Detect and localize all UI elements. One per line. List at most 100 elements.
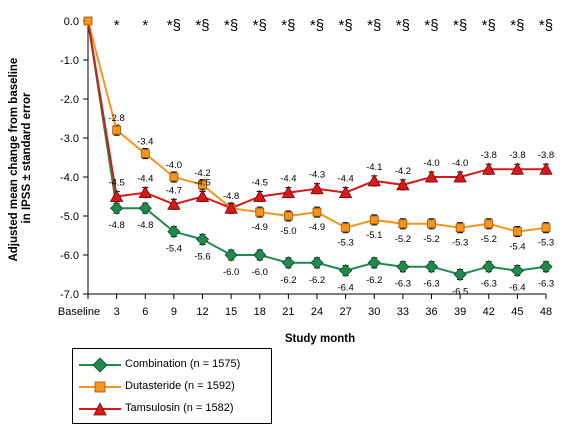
data-label: -5.2 <box>395 234 411 245</box>
marker-combination <box>138 201 152 215</box>
significance-marker: *§ <box>224 17 238 34</box>
y-axis-title: Adjusted mean change from baseline in IP… <box>8 54 33 261</box>
data-label: -4.1 <box>366 162 382 173</box>
marker-combination <box>424 260 439 274</box>
legend-item-tamsulosin: Tamsulosin (n = 1582) <box>73 399 271 419</box>
data-label: -6.0 <box>223 267 239 278</box>
marker-tamsulosin <box>195 189 210 202</box>
y-tick-label: -1.0 <box>60 55 79 67</box>
data-label: -4.8 <box>137 220 153 231</box>
data-label: -4.7 <box>166 185 182 196</box>
data-label: -6.2 <box>280 275 296 286</box>
marker-combination <box>453 267 467 282</box>
marker-tamsulosin <box>167 197 181 210</box>
marker-dutasteride <box>255 207 265 217</box>
significance-marker: *§ <box>310 17 324 34</box>
marker-dutasteride <box>112 125 122 135</box>
data-label: -4.9 <box>252 222 268 233</box>
x-tick-label: 15 <box>225 306 237 318</box>
data-label: -4.2 <box>194 168 210 179</box>
significance-marker: *§ <box>195 17 209 34</box>
legend-label-combination: Combination (n = 1575) <box>125 358 241 370</box>
marker-combination <box>396 260 410 274</box>
x-tick-label: 27 <box>340 306 352 318</box>
significance-marker: *§ <box>482 17 496 34</box>
y-axis-title-line1: Adjusted mean change from baseline <box>8 58 20 262</box>
marker-tamsulosin <box>482 162 496 175</box>
significance-marker: *§ <box>253 17 267 34</box>
marker-tamsulosin <box>510 162 525 175</box>
x-tick-label: 39 <box>454 306 466 318</box>
marker-combination <box>167 225 181 239</box>
data-label: -6.4 <box>509 283 525 294</box>
x-tick-label: 6 <box>142 306 148 318</box>
significance-marker: *§ <box>510 17 524 34</box>
marker-dutasteride <box>398 219 408 229</box>
data-label: -5.6 <box>194 251 210 262</box>
y-axis-title-line2: in IPSS ± standard error <box>21 92 33 223</box>
x-tick-label: 24 <box>311 306 323 318</box>
marker-combination <box>110 201 124 215</box>
x-tick-label: 12 <box>196 306 208 318</box>
significance-marker: *§ <box>539 17 553 34</box>
significance-markers: * * *§ *§ *§ *§ *§ *§ *§ *§ *§ *§ *§ *§ *§ *§ <box>114 17 553 34</box>
marker-dutasteride <box>484 219 494 229</box>
marker-dutasteride <box>312 207 322 217</box>
data-label: -5.2 <box>423 234 439 245</box>
x-tick-label: 9 <box>171 306 177 318</box>
legend-swatch-tamsulosin <box>79 402 121 416</box>
y-tick-label: -4.0 <box>60 172 79 184</box>
legend-label-tamsulosin: Tamsulosin (n = 1582) <box>125 402 234 414</box>
data-label: -5.0 <box>280 226 296 237</box>
marker-dutasteride <box>369 215 379 225</box>
data-label: -3.4 <box>137 137 153 148</box>
data-label: -4.4 <box>337 174 353 185</box>
marker-tamsulosin <box>224 201 238 214</box>
marker-tamsulosin <box>396 177 410 191</box>
data-labels: -4.8 -4.8 -5.4 -5.6 -6.0 -6.0 -6.2 -6.2 -6.4 -6.2… <box>108 113 554 297</box>
marker-dutasteride <box>140 149 150 159</box>
significance-marker: *§ <box>281 17 295 34</box>
y-tick-label: -7.0 <box>60 289 79 301</box>
marker-dutasteride <box>427 219 436 229</box>
x-tick-label: 30 <box>368 306 380 318</box>
y-tick-label: -5.0 <box>60 211 79 223</box>
marker-combination <box>339 264 353 278</box>
data-label: -5.4 <box>166 244 182 255</box>
data-label: -6.4 <box>337 283 353 294</box>
data-label: -4.0 <box>423 158 439 169</box>
marker-tamsulosin <box>281 185 296 199</box>
marker-combination <box>195 232 210 246</box>
x-tick-label: 3 <box>114 306 120 318</box>
marker-baseline <box>83 16 93 26</box>
legend-item-combination: Combination (n = 1575) <box>73 355 271 375</box>
data-label: -6.3 <box>538 279 554 290</box>
data-label: -5.1 <box>366 230 382 241</box>
data-label: -6.3 <box>423 279 439 290</box>
data-label: -4.3 <box>309 170 325 181</box>
legend-swatch-dutasteride <box>79 381 121 393</box>
y-tick-label: -6.0 <box>60 250 79 262</box>
data-label: -4.2 <box>395 166 411 177</box>
data-label: -4.0 <box>452 158 468 169</box>
x-tick-label: Baseline <box>58 306 100 318</box>
marker-combination <box>253 248 267 262</box>
marker-tamsulosin <box>338 185 353 199</box>
significance-marker: * <box>114 17 120 34</box>
significance-marker: *§ <box>367 17 381 34</box>
x-tick-label: 42 <box>483 306 495 318</box>
marker-tamsulosin <box>253 189 267 202</box>
data-label: -6.3 <box>481 279 497 290</box>
chart-axes: 0.0 -1.0 -2.0 -3.0 -4.0 -5.0 -6.0 -7.0 Baseline 3… <box>58 16 552 318</box>
x-tick-label: 36 <box>425 306 437 318</box>
marker-dutasteride <box>512 227 522 237</box>
marker-dutasteride <box>541 223 551 233</box>
marker-dutasteride <box>455 223 465 233</box>
y-tick-label: -2.0 <box>60 94 79 106</box>
significance-marker: *§ <box>396 17 410 34</box>
marker-combination <box>367 256 381 270</box>
data-label: -4.8 <box>108 220 124 231</box>
x-tick-label: 45 <box>511 306 523 318</box>
data-label: -6.2 <box>309 275 325 286</box>
marker-tamsulosin <box>367 174 381 187</box>
